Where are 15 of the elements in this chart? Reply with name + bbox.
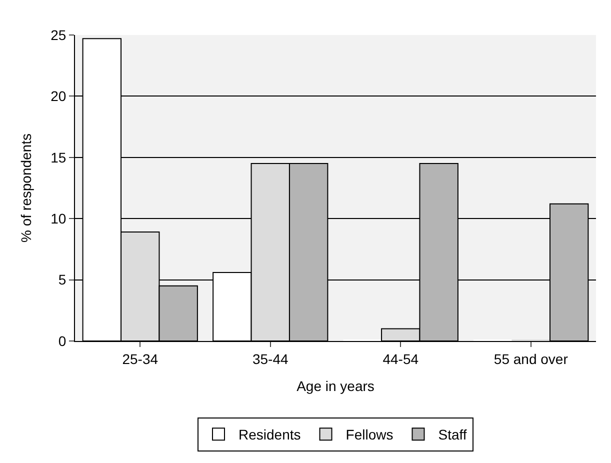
y-tick-label: 5 bbox=[58, 272, 66, 288]
y-tick-label: 0 bbox=[58, 332, 66, 349]
legend-label: Fellows bbox=[346, 426, 394, 443]
x-tick-label: 35-44 bbox=[252, 350, 288, 367]
y-tick-label: 15 bbox=[50, 149, 66, 166]
legend-label: Residents bbox=[238, 426, 301, 443]
y-tick-label: 10 bbox=[50, 210, 66, 226]
legend-label: Staff bbox=[438, 426, 467, 443]
y-axis-title: % of respondents bbox=[18, 134, 34, 242]
y-tick-label: 20 bbox=[50, 88, 66, 104]
y-tick-label: 25 bbox=[50, 26, 66, 43]
x-tick-label: 55 and over bbox=[494, 350, 568, 367]
x-tick-label: 44-54 bbox=[382, 350, 419, 367]
x-tick-label: 25-34 bbox=[122, 350, 158, 367]
x-axis-title: Age in years bbox=[296, 378, 374, 394]
